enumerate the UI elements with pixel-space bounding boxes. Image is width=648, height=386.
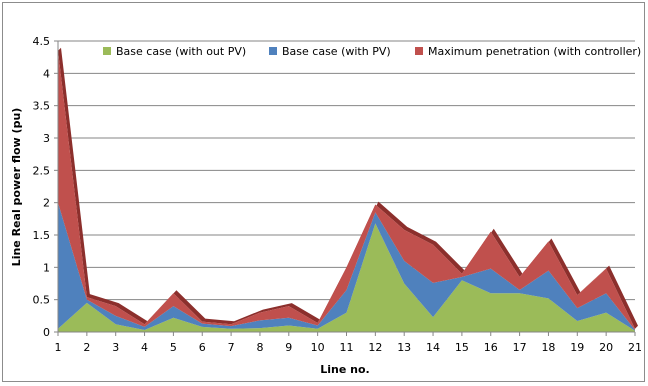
x-tick-label: 8 bbox=[256, 341, 263, 354]
y-tick-label: 1.5 bbox=[33, 229, 51, 242]
x-tick-label: 14 bbox=[426, 341, 440, 354]
legend-label: Base case (with out PV) bbox=[116, 45, 246, 58]
x-tick-label: 18 bbox=[541, 341, 555, 354]
y-tick-label: 4.5 bbox=[33, 35, 51, 48]
y-tick-label: 2 bbox=[43, 197, 50, 210]
legend-label: Base case (with PV) bbox=[282, 45, 391, 58]
x-tick-label: 5 bbox=[170, 341, 177, 354]
y-tick-label: 4 bbox=[43, 67, 50, 80]
x-tick-label: 4 bbox=[141, 341, 148, 354]
y-tick-label: 0.5 bbox=[33, 294, 51, 307]
legend-swatch bbox=[269, 47, 277, 55]
y-tick-label: 1 bbox=[43, 261, 50, 274]
y-axis-title: Line Real power flow (pu) bbox=[10, 108, 23, 267]
y-tick-labels: 0 0.5 1 1.5 2 2.5 3 3.5 4 4.5 bbox=[33, 35, 58, 339]
y-tick-label: 3.5 bbox=[33, 100, 51, 113]
area-series-2 bbox=[58, 202, 635, 331]
x-tick-label: 1 bbox=[55, 341, 62, 354]
x-tick-label: 19 bbox=[570, 341, 584, 354]
x-tick-label: 9 bbox=[285, 341, 292, 354]
x-tick-label: 17 bbox=[513, 341, 527, 354]
y-tick-label: 2.5 bbox=[33, 164, 51, 177]
x-tick-label: 11 bbox=[340, 341, 354, 354]
x-tick-label: 15 bbox=[455, 341, 469, 354]
x-tick-label: 6 bbox=[199, 341, 206, 354]
x-tick-label: 2 bbox=[83, 341, 90, 354]
area-series-1 bbox=[58, 223, 635, 332]
y-tick-label: 3 bbox=[43, 132, 50, 145]
x-axis-title: Line no. bbox=[320, 363, 369, 376]
legend-swatch bbox=[415, 47, 423, 55]
x-tick-label: 20 bbox=[599, 341, 613, 354]
legend-label: Maximum penetration (with controller) bbox=[428, 45, 641, 58]
x-tick-label: 7 bbox=[228, 341, 235, 354]
legend: Base case (with out PV) Base case (with P… bbox=[103, 45, 641, 58]
x-tick-label: 13 bbox=[397, 341, 411, 354]
x-tick-label: 3 bbox=[112, 341, 119, 354]
x-tick-label: 12 bbox=[368, 341, 382, 354]
x-tick-labels: 1 2 3 4 5 6 7 8 9 10 11 12 13 14 15 16 17 18 19 20 21 bbox=[55, 332, 642, 354]
x-tick-label: 10 bbox=[311, 341, 325, 354]
y-tick-label: 0 bbox=[43, 326, 50, 339]
area-chart: 00.511.522.533.544.5 1 2 3 4 5 6 7 8 9 10 11 12 13 14… bbox=[3, 3, 644, 381]
legend-swatch bbox=[103, 47, 111, 55]
area-series bbox=[58, 47, 638, 332]
x-tick-label: 21 bbox=[628, 341, 642, 354]
x-tick-label: 16 bbox=[484, 341, 498, 354]
area-series-3 bbox=[58, 50, 635, 331]
chart-frame: 0 0.5 1 1.5 2 2.5 3 3.5 4 4.5 1 2 3 4 5 6 7 8 9 10 11 12 13 14… bbox=[2, 2, 645, 382]
